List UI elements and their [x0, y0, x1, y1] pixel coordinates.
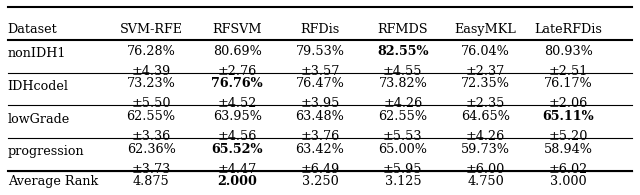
Text: ±4.56: ±4.56 [218, 130, 257, 143]
Text: 63.95%: 63.95% [212, 110, 262, 123]
Text: 82.55%: 82.55% [377, 45, 429, 58]
Text: ±3.73: ±3.73 [131, 163, 171, 176]
Text: SVM-RFE: SVM-RFE [120, 23, 182, 36]
Text: IDHcodel: IDHcodel [8, 80, 68, 93]
Text: Dataset: Dataset [8, 23, 58, 36]
Text: 79.53%: 79.53% [296, 45, 344, 58]
Text: ±3.76: ±3.76 [300, 130, 340, 143]
Text: 72.35%: 72.35% [461, 77, 510, 90]
Text: 59.73%: 59.73% [461, 143, 510, 156]
Text: 80.93%: 80.93% [544, 45, 593, 58]
Text: RFMDS: RFMDS [378, 23, 428, 36]
Text: 3.125: 3.125 [385, 175, 421, 188]
Text: ±4.55: ±4.55 [383, 65, 422, 78]
Text: RFSVM: RFSVM [212, 23, 262, 36]
Text: 62.55%: 62.55% [127, 110, 176, 123]
Text: 63.48%: 63.48% [296, 110, 344, 123]
Text: ±2.76: ±2.76 [218, 65, 257, 78]
Text: ±6.49: ±6.49 [300, 163, 340, 176]
Text: 76.76%: 76.76% [211, 77, 263, 90]
Text: progression: progression [8, 145, 84, 158]
Text: 4.875: 4.875 [132, 175, 170, 188]
Text: 65.52%: 65.52% [211, 143, 263, 156]
Text: lowGrade: lowGrade [8, 113, 70, 126]
Text: nonIDH1: nonIDH1 [8, 47, 66, 60]
Text: ±4.26: ±4.26 [383, 98, 422, 111]
Text: ±6.02: ±6.02 [549, 163, 588, 176]
Text: 3.000: 3.000 [550, 175, 587, 188]
Text: Average Rank: Average Rank [8, 175, 98, 188]
Text: ±6.00: ±6.00 [466, 163, 506, 176]
Text: ±4.39: ±4.39 [131, 65, 171, 78]
Text: 2.000: 2.000 [217, 175, 257, 188]
Text: 65.11%: 65.11% [543, 110, 595, 123]
Text: ±2.35: ±2.35 [466, 98, 506, 111]
Text: LateRFDis: LateRFDis [534, 23, 602, 36]
Text: 73.23%: 73.23% [127, 77, 175, 90]
Text: ±5.53: ±5.53 [383, 130, 422, 143]
Text: 73.82%: 73.82% [378, 77, 428, 90]
Text: ±4.26: ±4.26 [466, 130, 506, 143]
Text: ±2.51: ±2.51 [549, 65, 588, 78]
Text: ±5.95: ±5.95 [383, 163, 422, 176]
Text: 76.47%: 76.47% [296, 77, 344, 90]
Text: 65.00%: 65.00% [378, 143, 428, 156]
Text: ±4.47: ±4.47 [218, 163, 257, 176]
Text: 62.36%: 62.36% [127, 143, 175, 156]
Text: RFDis: RFDis [300, 23, 340, 36]
Text: 76.17%: 76.17% [544, 77, 593, 90]
Text: 64.65%: 64.65% [461, 110, 510, 123]
Text: EasyMKL: EasyMKL [455, 23, 516, 36]
Text: 63.42%: 63.42% [296, 143, 344, 156]
Text: ±5.20: ±5.20 [549, 130, 588, 143]
Text: ±2.37: ±2.37 [466, 65, 506, 78]
Text: ±3.95: ±3.95 [300, 98, 340, 111]
Text: ±5.50: ±5.50 [131, 98, 171, 111]
Text: 58.94%: 58.94% [544, 143, 593, 156]
Text: 76.28%: 76.28% [127, 45, 175, 58]
Text: 80.69%: 80.69% [212, 45, 262, 58]
Text: ±3.36: ±3.36 [131, 130, 171, 143]
Text: ±3.57: ±3.57 [300, 65, 340, 78]
Text: 4.750: 4.750 [467, 175, 504, 188]
Text: 62.55%: 62.55% [378, 110, 428, 123]
Text: ±2.06: ±2.06 [549, 98, 588, 111]
Text: 3.250: 3.250 [301, 175, 339, 188]
Text: ±4.52: ±4.52 [218, 98, 257, 111]
Text: 76.04%: 76.04% [461, 45, 510, 58]
